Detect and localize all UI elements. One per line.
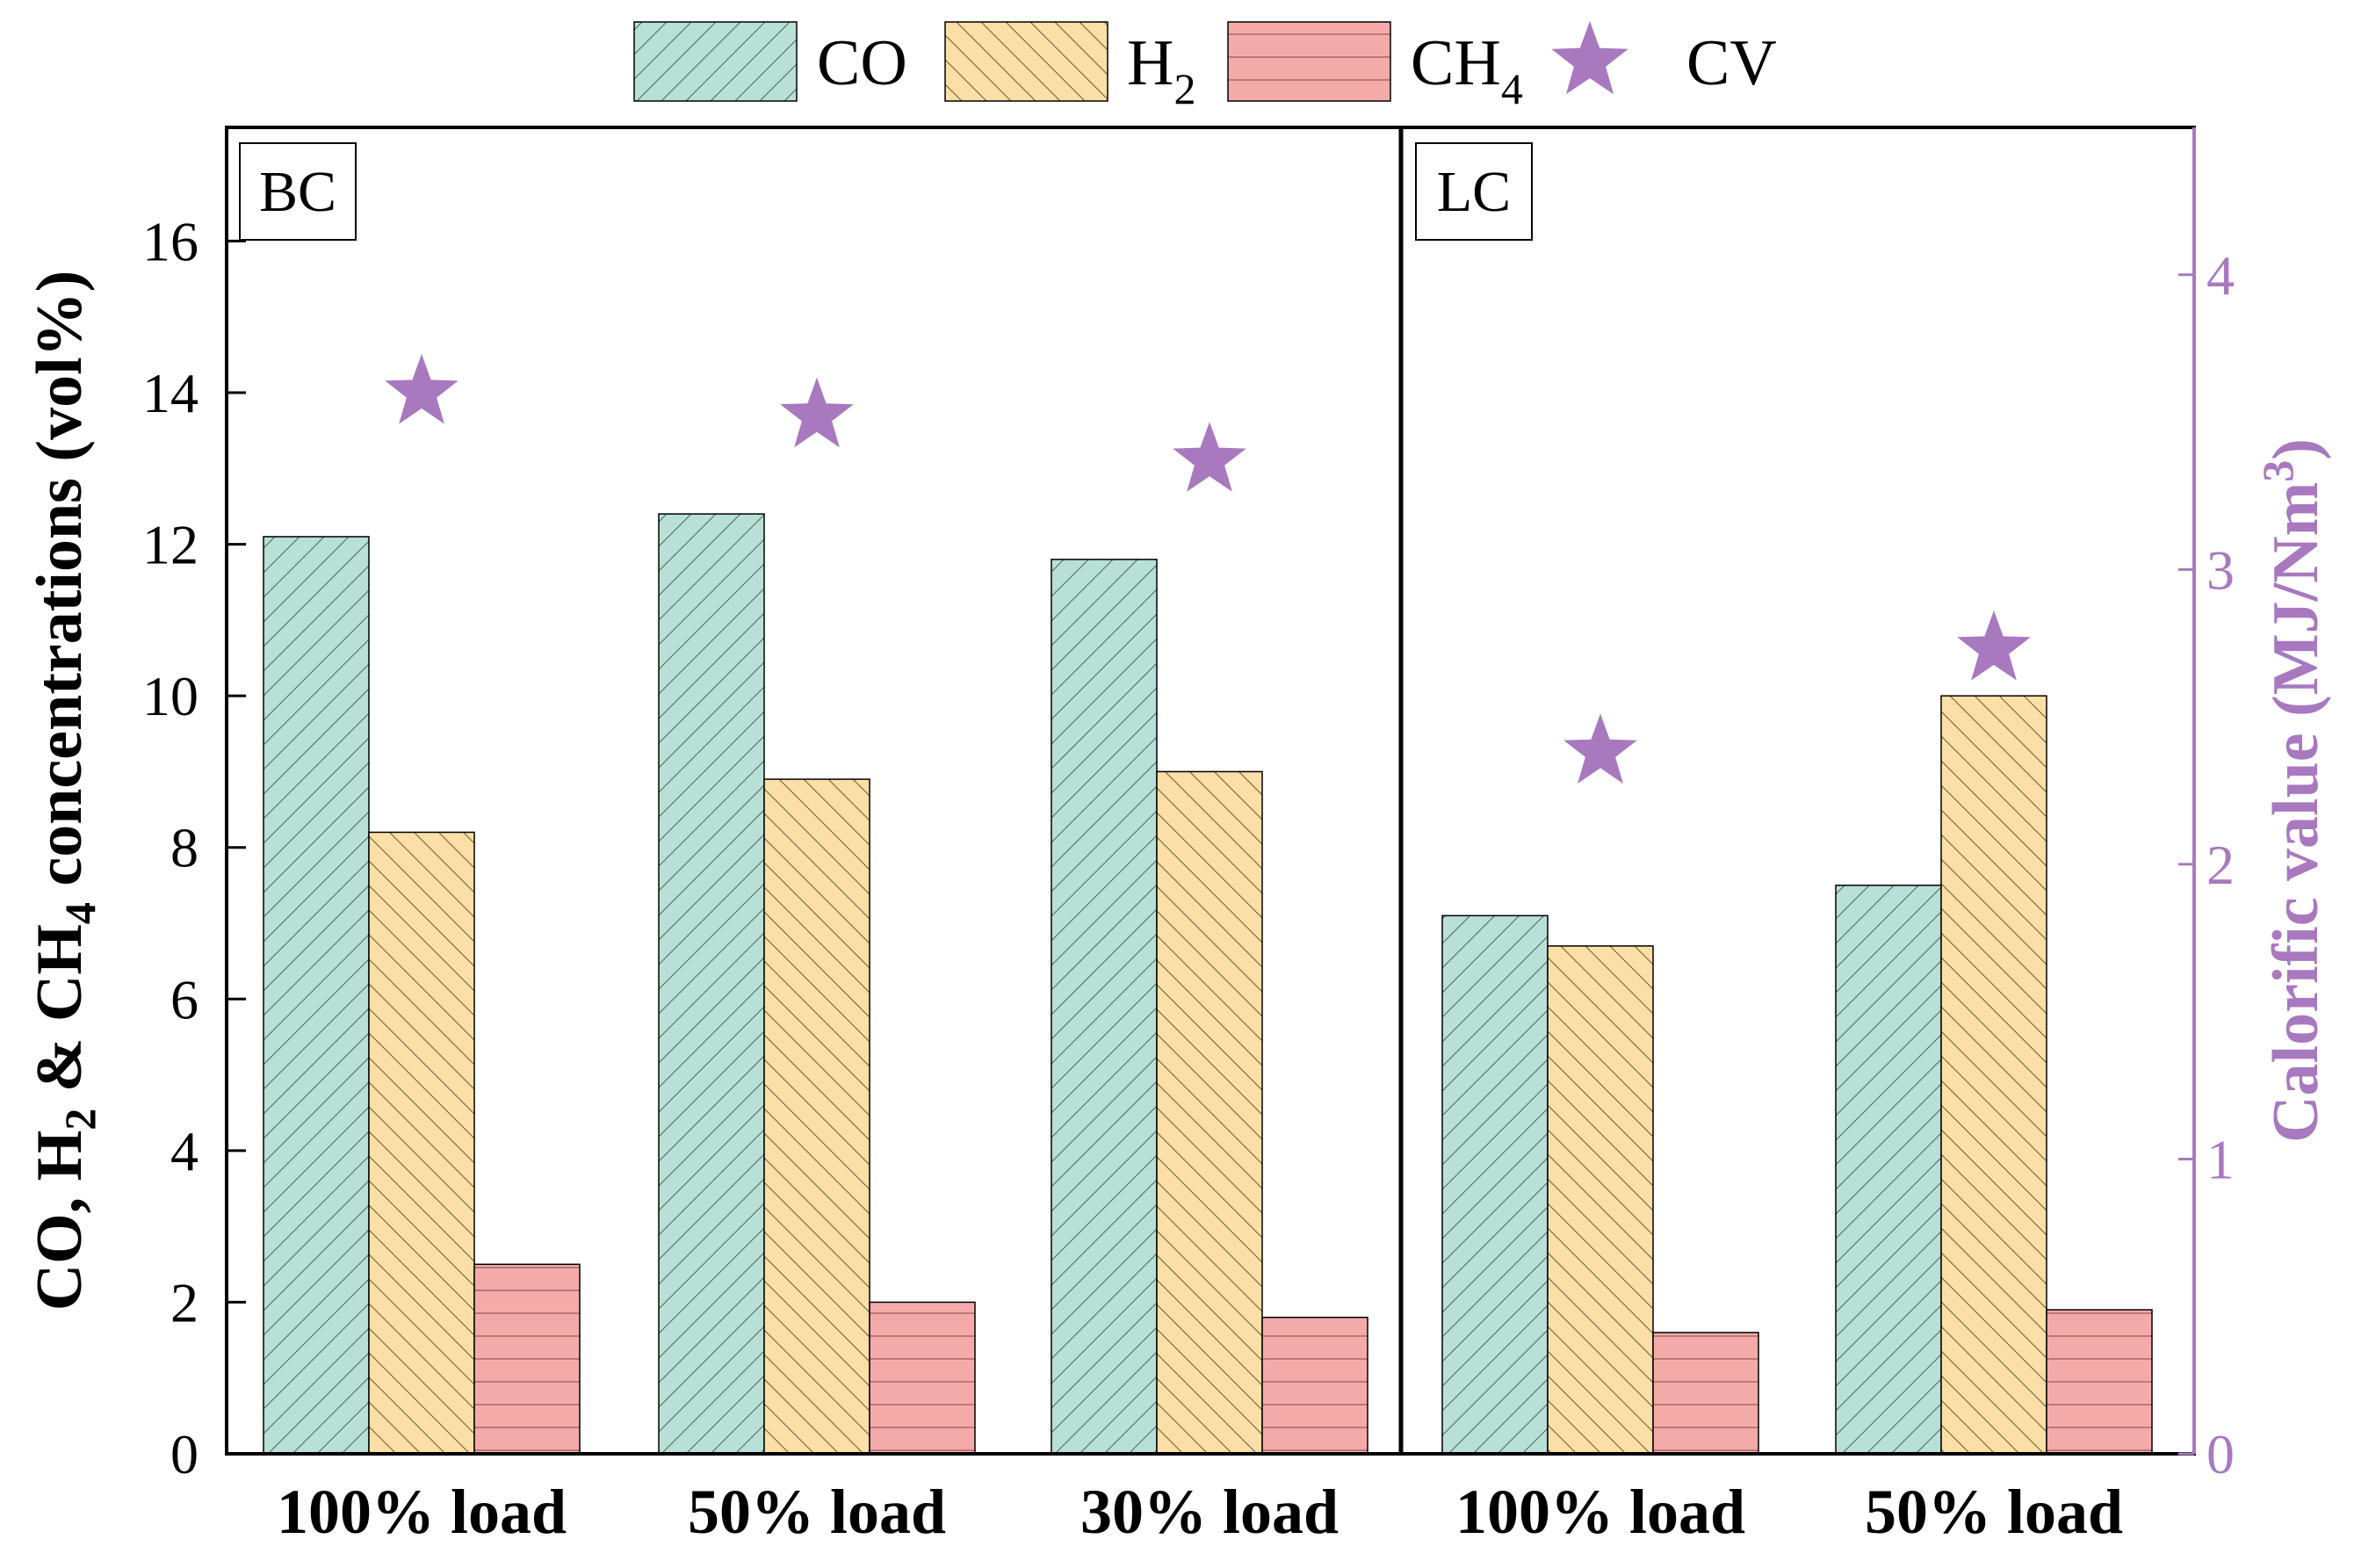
right-y-axis: 0 1 2 3 4: [2178, 244, 2235, 1485]
y-tick-label: 0: [170, 1423, 199, 1485]
y-tick-label: 14: [142, 362, 199, 424]
y-tick-label: 16: [142, 210, 199, 272]
cv-marker-1: [385, 354, 459, 424]
legend-swatch-co-hatch: [633, 21, 798, 102]
y2-tick-label: 0: [2206, 1423, 2235, 1485]
y-tick-label: 4: [170, 1120, 199, 1182]
x-tick-label: 50% load: [688, 1477, 946, 1547]
bar-h2-hatch-3: [1156, 770, 1263, 1455]
bar-co-hatch-1: [263, 536, 370, 1455]
group-label-lc: LC: [1437, 160, 1511, 224]
group-label-lc-box: LC: [1415, 142, 1533, 241]
x-tick-label: 100% load: [277, 1477, 567, 1547]
bar-ch4-hatch-3: [1261, 1316, 1368, 1455]
legend-label-co: CO: [817, 27, 907, 99]
y-tick-label: 2: [170, 1271, 199, 1333]
cv-marker-3: [1173, 422, 1246, 492]
x-tick-label: 30% load: [1080, 1477, 1339, 1547]
cv-marker-2: [780, 377, 854, 448]
bar-ch4-hatch-1: [473, 1263, 581, 1455]
y2-tick-label: 1: [2206, 1128, 2235, 1190]
bar-h2-hatch-4: [1547, 945, 1654, 1455]
y-axis-label: CO, H2 & CH4 concentrations (vol%): [24, 271, 105, 1311]
y-tick-label: 8: [170, 817, 199, 879]
legend-label-ch4: CH4: [1411, 27, 1523, 113]
x-tick-label: 100% load: [1455, 1477, 1745, 1547]
legend-marker-cv: [1551, 21, 1628, 95]
cv-marker-5: [1957, 610, 2031, 681]
x-tick-label: 50% load: [1865, 1477, 2123, 1547]
bar-co-hatch-4: [1441, 914, 1549, 1455]
y-tick-label: 12: [142, 514, 199, 576]
bar-h2-hatch-5: [1940, 695, 2047, 1455]
legend-label-cv: CV: [1686, 27, 1777, 99]
cv-marker-4: [1563, 713, 1637, 784]
y2-tick-label: 4: [2206, 244, 2235, 307]
legend-swatch-h2-hatch: [944, 21, 1108, 102]
y-tick-label: 6: [170, 968, 199, 1030]
bar-ch4-hatch-2: [869, 1301, 976, 1455]
legend: CO H2 CH4 CV: [633, 21, 1777, 113]
bars-layer: [263, 513, 2153, 1455]
y-tick-label: 10: [142, 665, 199, 727]
y2-tick-label: 3: [2206, 538, 2235, 601]
x-axis: 100% load 50% load 30% load 100% load 50% lo…: [277, 1477, 2123, 1547]
cv-markers-layer: [385, 354, 2031, 784]
bar-co-hatch-2: [658, 513, 765, 1455]
y2-tick-label: 2: [2206, 834, 2235, 896]
bar-ch4-hatch-5: [2046, 1309, 2153, 1455]
legend-label-h2: H2: [1127, 27, 1195, 113]
bar-co-hatch-3: [1051, 559, 1158, 1455]
left-y-axis: 0 2 4 6 8 10 12 14 16: [142, 210, 246, 1485]
bar-h2-hatch-2: [763, 778, 870, 1455]
bar-co-hatch-5: [1835, 885, 1942, 1455]
bar-h2-hatch-1: [368, 831, 475, 1455]
group-label-bc: BC: [259, 160, 336, 224]
group-label-bc-box: BC: [239, 142, 357, 241]
legend-swatch-ch4-hatch: [1227, 21, 1391, 102]
y2-axis-label: Calorific value (MJ/Nm3): [2253, 438, 2332, 1143]
bar-ch4-hatch-4: [1652, 1332, 1759, 1455]
